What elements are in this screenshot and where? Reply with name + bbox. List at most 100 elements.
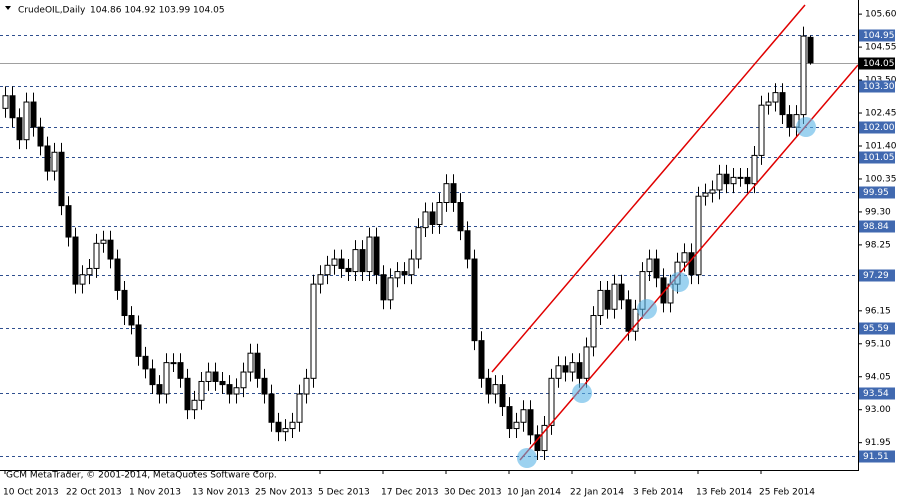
level-label-box	[859, 269, 895, 282]
candle-body	[737, 176, 744, 179]
candle-body	[303, 377, 310, 395]
candle-body	[23, 101, 30, 141]
x-tick-label: 5 Dec 2013	[318, 488, 370, 498]
candle-body	[443, 183, 450, 204]
candle-body	[261, 377, 268, 395]
y-tick-label: 96.15	[865, 306, 891, 316]
y-tick-label: 105.60	[865, 10, 897, 20]
candle-body	[800, 35, 807, 116]
candle-body	[765, 101, 772, 106]
candle-body	[198, 380, 205, 401]
candle-body	[408, 258, 415, 276]
candle-body	[37, 126, 44, 147]
level-label-box	[859, 80, 895, 93]
channel-upper	[491, 4, 806, 373]
candle-body	[380, 274, 387, 301]
touch-point	[669, 272, 689, 292]
y-tick-label: 99.30	[865, 207, 891, 217]
candle-body	[653, 258, 660, 279]
candle-body	[506, 406, 513, 430]
level-label: 101.05	[863, 153, 895, 163]
candle-body	[569, 362, 576, 373]
candle-body	[646, 258, 653, 273]
candle-body	[485, 377, 492, 395]
candle-body	[457, 202, 464, 232]
candle-body	[450, 183, 457, 204]
candle-body	[394, 271, 401, 279]
candle-body	[618, 283, 625, 301]
y-tick-label: 104.55	[865, 43, 897, 53]
candle-body	[317, 274, 324, 285]
x-tick-label: 3 Feb 2014	[633, 488, 684, 498]
level-label-box	[859, 220, 895, 233]
candle-body	[492, 384, 499, 395]
level-label-box	[859, 151, 895, 164]
candle-body	[16, 117, 23, 141]
candle-body	[597, 289, 604, 317]
candle-body	[324, 264, 331, 276]
candle-body	[499, 384, 506, 408]
x-tick-label: 25 Nov 2013	[255, 488, 313, 498]
candle-body	[387, 277, 394, 301]
current-price-box	[859, 57, 895, 70]
candle-body	[240, 371, 247, 389]
level-label: 98.84	[863, 222, 889, 232]
touch-point	[637, 299, 657, 319]
x-tick-label: 17 Dec 2013	[381, 488, 439, 498]
footer: GCM MetaTrader, © 2001-2014, MetaQuotes …	[6, 471, 277, 481]
x-tick-label: 1 Nov 2013	[129, 488, 181, 498]
candle-body	[9, 95, 16, 119]
touch-points	[517, 117, 816, 468]
candle-body	[709, 189, 716, 194]
level-label: 97.29	[863, 271, 889, 281]
candle-body	[429, 211, 436, 225]
x-tick-label: 22 Jan 2014	[570, 488, 624, 498]
candle-body	[177, 362, 184, 379]
candle-body	[51, 151, 58, 172]
candle-body	[681, 252, 688, 263]
candle-body	[716, 173, 723, 191]
level-label-box	[859, 186, 895, 199]
candle-body	[65, 205, 72, 238]
candle-body	[163, 362, 170, 395]
candle-body	[464, 230, 471, 260]
candle-body	[128, 315, 135, 326]
candle-body	[296, 393, 303, 423]
candle-body	[373, 236, 380, 276]
x-tick-label: 30 Dec 2013	[444, 488, 502, 498]
candle-body	[44, 145, 51, 172]
x-tick-label: 10 Oct 2013	[3, 488, 59, 498]
candle-body	[121, 289, 128, 317]
level-label: 102.00	[863, 123, 895, 133]
candle-body	[72, 236, 79, 285]
candle-body	[730, 176, 737, 185]
candle-body	[191, 399, 198, 411]
candle-body	[541, 424, 548, 452]
candle-body	[331, 258, 338, 266]
candle-body	[702, 192, 709, 197]
candle-body	[555, 365, 562, 379]
candle-body	[751, 154, 758, 185]
candle-body	[548, 377, 555, 426]
candle-body	[233, 387, 240, 395]
candle-body	[625, 299, 632, 332]
candle-body	[100, 239, 107, 244]
menu-arrow	[5, 6, 11, 10]
level-label-box	[859, 121, 895, 134]
candle-body	[359, 249, 366, 273]
level-label-box	[859, 322, 895, 335]
y-tick-label: 95.10	[865, 339, 891, 349]
candle-body	[422, 211, 429, 229]
candle-body	[758, 104, 765, 156]
touch-point	[572, 383, 592, 403]
candle-body	[338, 258, 345, 269]
candle-body	[611, 283, 618, 310]
touch-point	[796, 117, 816, 137]
x-tick-label: 22 Oct 2013	[66, 488, 122, 498]
candle-body	[170, 362, 177, 365]
candle-body	[576, 362, 583, 379]
x-tick-label: 13 Nov 2013	[192, 488, 250, 498]
y-tick-label: 94.05	[865, 372, 891, 382]
candle-body	[527, 409, 534, 436]
candle-body	[632, 308, 639, 332]
